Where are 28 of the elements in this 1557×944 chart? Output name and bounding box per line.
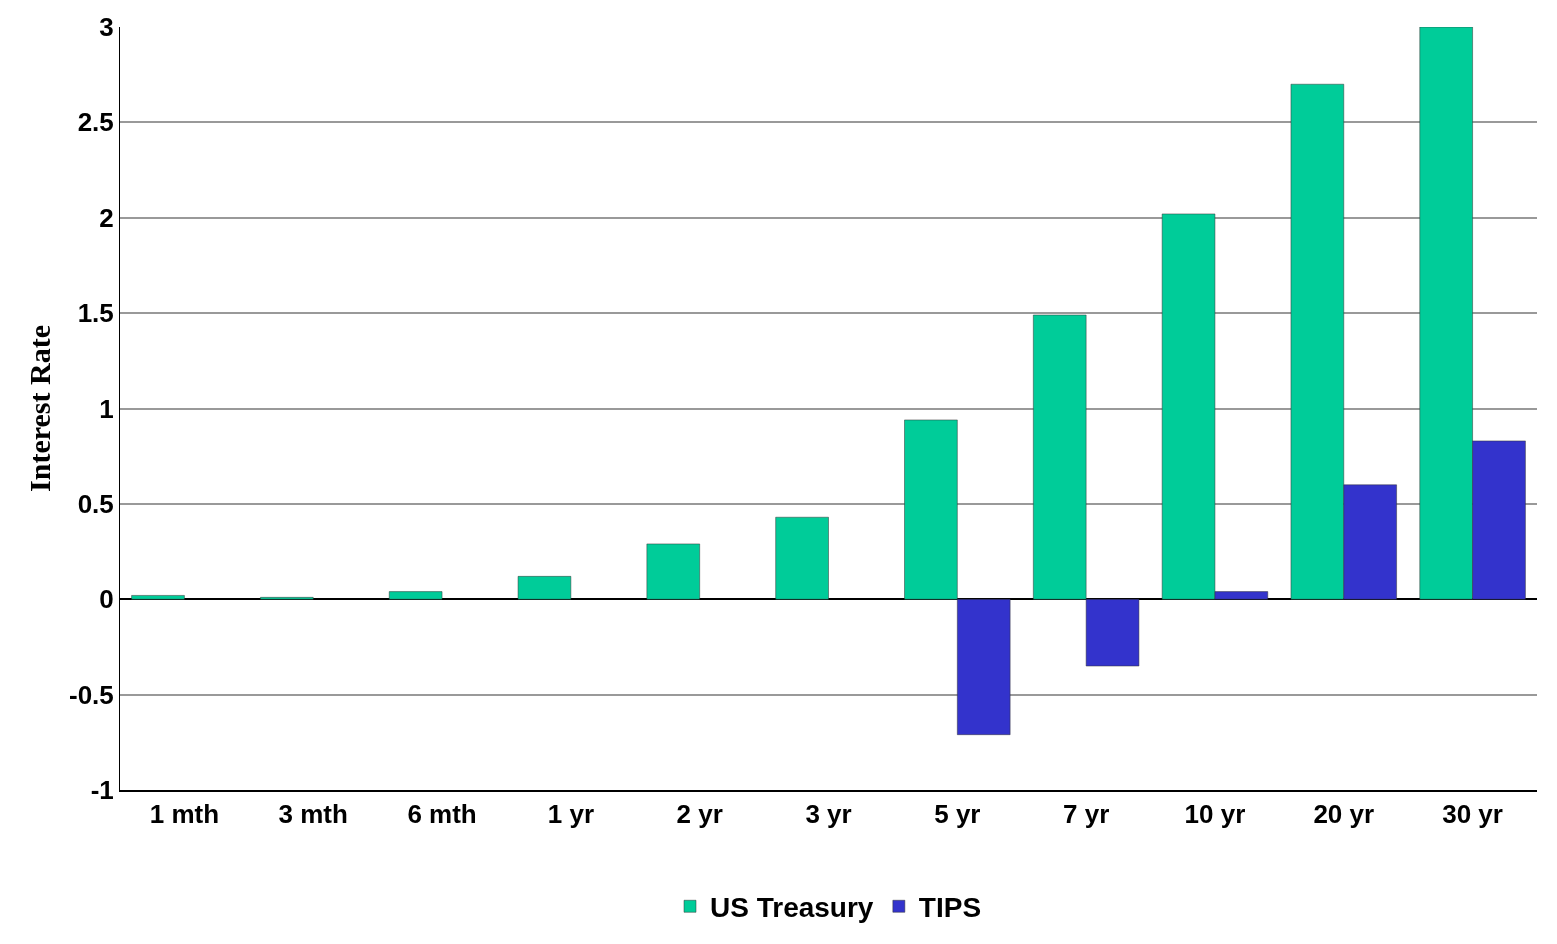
y-tick-label: 3 — [99, 12, 114, 43]
y-tick-label: 0.5 — [77, 488, 114, 519]
x-tick-label: 1 mth — [149, 799, 220, 830]
legend-label: US Treasury — [710, 892, 874, 924]
x-tick-label: 6 mth — [407, 799, 477, 830]
bar — [388, 591, 443, 600]
x-tick-label: 10 yr — [1184, 799, 1246, 830]
y-tick-label: 2.5 — [77, 107, 114, 138]
x-tick-label: 1 yr — [547, 799, 594, 830]
bar — [646, 543, 700, 600]
y-tick-label: 0 — [99, 584, 114, 615]
y-tick-label: 2 — [99, 202, 114, 233]
x-tick-label: 7 yr — [1063, 799, 1110, 830]
y-tick-label: -0.5 — [68, 679, 114, 710]
x-tick-label: 2 yr — [676, 799, 723, 830]
x-tick-label: 3 yr — [805, 799, 852, 830]
bar — [517, 576, 572, 600]
legend-label: TIPS — [918, 892, 982, 924]
x-tick-label: 5 yr — [934, 799, 981, 830]
x-tick-label: 3 mth — [278, 799, 348, 830]
bar — [775, 516, 829, 600]
y-axis-title: Interest Rate — [23, 325, 56, 492]
y-tick-label: 1 — [99, 393, 114, 424]
bar — [131, 595, 185, 600]
x-tick-label: 20 yr — [1313, 799, 1375, 830]
x-tick-label: 30 yr — [1442, 799, 1503, 830]
y-tick-label: -1 — [90, 775, 114, 806]
y-tick-label: 1.5 — [77, 298, 114, 329]
